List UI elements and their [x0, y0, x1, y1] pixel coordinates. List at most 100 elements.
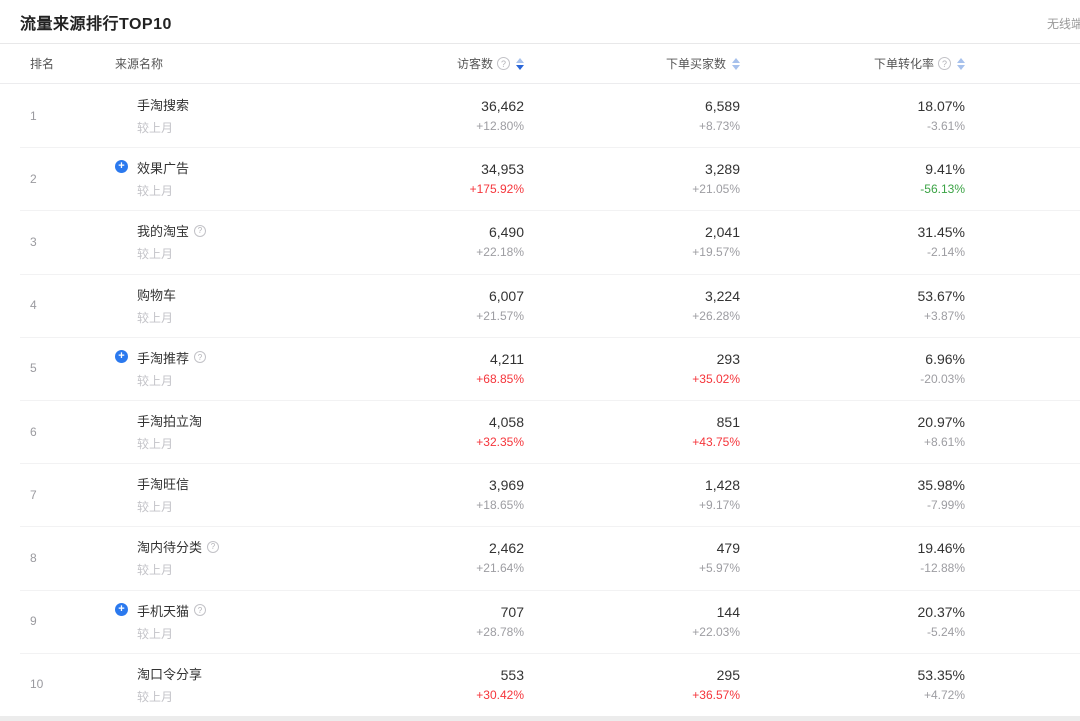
source-name[interactable]: 我的淘宝 — [137, 224, 190, 240]
source-name-line: 我的淘宝? — [137, 221, 314, 240]
buyers-change: +19.57% — [692, 245, 740, 260]
visitors-change: +22.18% — [476, 245, 524, 260]
column-header-rank-label: 排名 — [30, 57, 55, 71]
buyers-change: +43.75% — [692, 435, 740, 450]
sort-desc-icon[interactable] — [516, 64, 524, 70]
sort-asc-icon[interactable] — [516, 57, 524, 63]
conversion-value: 35.98% — [917, 477, 965, 494]
conversion-value: 53.35% — [917, 666, 965, 683]
conversion-value: 20.97% — [917, 414, 965, 431]
conversion-cell: 31.45% -2.14% — [740, 224, 965, 259]
source-name[interactable]: 手淘推荐 — [137, 350, 190, 366]
sort-control-visitors[interactable] — [516, 57, 524, 70]
source-cell: 我的淘宝? 较上月 — [115, 221, 314, 262]
source-name-line: 手淘旺信 — [137, 474, 314, 493]
buyers-cell: 295 +36.57% — [524, 667, 740, 702]
conversion-cell: 9.41% -56.13% — [740, 161, 965, 196]
help-icon[interactable]: ? — [194, 224, 207, 237]
sort-desc-icon[interactable] — [732, 64, 740, 70]
conversion-cell: 53.67% +3.87% — [740, 288, 965, 323]
conversion-change: -56.13% — [920, 182, 965, 197]
buyers-cell: 1,428 +9.17% — [524, 477, 740, 512]
visitors-change: +18.65% — [476, 498, 524, 513]
conversion-value: 20.37% — [917, 603, 965, 620]
help-icon[interactable]: ? — [497, 57, 510, 70]
source-name-line: 购物车 — [137, 285, 314, 304]
conversion-change: +3.87% — [923, 308, 965, 323]
buyers-cell: 293 +35.02% — [524, 351, 740, 386]
buyers-cell: 851 +43.75% — [524, 414, 740, 449]
visitors-cell: 4,058 +32.35% — [314, 414, 524, 449]
visitors-value: 3,969 — [488, 477, 524, 494]
page-title: 流量来源排行TOP10 — [20, 15, 172, 33]
conversion-value: 53.67% — [917, 287, 965, 304]
sort-control-buyers[interactable] — [732, 57, 740, 70]
visitors-cell: 707 +28.78% — [314, 604, 524, 639]
visitors-value: 4,058 — [488, 414, 524, 431]
buyers-change: +9.17% — [698, 498, 740, 513]
source-name[interactable]: 手淘拍立淘 — [137, 414, 203, 430]
help-icon[interactable]: ? — [194, 351, 207, 364]
sort-control-conversion[interactable] — [957, 57, 965, 70]
visitors-cell: 36,462 +12.80% — [314, 98, 524, 133]
source-name[interactable]: 手机天猫 — [137, 603, 190, 619]
buyers-value: 144 — [716, 603, 740, 620]
source-name[interactable]: 淘口令分享 — [137, 666, 203, 682]
help-icon[interactable]: ? — [207, 540, 220, 553]
buyers-value: 295 — [716, 666, 740, 683]
source-cell: + 效果广告 较上月 — [115, 158, 314, 199]
promoted-plus-icon: + — [115, 349, 128, 363]
conversion-cell: 20.37% -5.24% — [740, 604, 965, 639]
buyers-cell: 144 +22.03% — [524, 604, 740, 639]
help-icon[interactable]: ? — [194, 604, 207, 617]
visitors-change: +12.80% — [476, 119, 524, 134]
buyers-value: 1,428 — [704, 477, 740, 494]
wireless-tab-label[interactable]: 无线端 — [1047, 17, 1080, 31]
column-header-visitors-label: 访客数 — [456, 57, 493, 71]
column-header-buyers[interactable]: 下单买家数 — [524, 55, 740, 72]
visitors-value: 4,211 — [490, 350, 524, 367]
source-name[interactable]: 效果广告 — [137, 161, 190, 177]
conversion-value: 9.41% — [925, 161, 965, 178]
buyers-value: 479 — [716, 540, 740, 557]
column-header-visitors[interactable]: 访客数 ? — [314, 55, 524, 72]
conversion-change: -5.24% — [926, 624, 965, 639]
promoted-plus-icon: + — [115, 160, 128, 174]
rank-cell: 2 — [30, 171, 37, 186]
visitors-value: 6,490 — [488, 224, 524, 241]
compare-label: 较上月 — [137, 626, 174, 641]
sort-asc-icon[interactable] — [732, 57, 740, 63]
source-name[interactable]: 手淘搜索 — [137, 98, 190, 114]
source-cell: 淘口令分享 较上月 — [115, 664, 314, 705]
sort-asc-icon[interactable] — [957, 57, 965, 63]
help-icon[interactable]: ? — [938, 57, 951, 70]
compare-label: 较上月 — [137, 373, 174, 388]
rank-cell: 7 — [30, 487, 37, 502]
source-name[interactable]: 淘内待分类 — [137, 540, 203, 556]
visitors-change: +28.78% — [476, 624, 524, 639]
compare-label: 较上月 — [137, 500, 174, 515]
source-name-line: 淘口令分享 — [137, 664, 314, 683]
visitors-change: +68.85% — [476, 371, 524, 386]
source-name-line: 效果广告 — [137, 158, 314, 177]
table-row: 6 手淘拍立淘 较上月 4,058 +32.35% 851 +43.75% 20.97% +8.… — [0, 399, 1080, 463]
source-name[interactable]: 购物车 — [137, 287, 177, 303]
column-header-conversion[interactable]: 下单转化率 ? — [740, 55, 965, 72]
buyers-cell: 3,224 +26.28% — [524, 288, 740, 323]
visitors-value: 6,007 — [488, 287, 524, 304]
conversion-change: -7.99% — [926, 498, 965, 513]
visitors-cell: 3,969 +18.65% — [314, 477, 524, 512]
source-name[interactable]: 手淘旺信 — [137, 477, 190, 493]
panel-titlebar: 流量来源排行TOP10 无线端 — [0, 0, 1080, 44]
buyers-cell: 2,041 +19.57% — [524, 224, 740, 259]
rank-cell: 9 — [30, 614, 37, 629]
buyers-cell: 3,289 +21.05% — [524, 161, 740, 196]
conversion-cell: 53.35% +4.72% — [740, 667, 965, 702]
table-body: 1 手淘搜索 较上月 36,462 +12.80% 6,589 +8.73% 18.07% -3… — [0, 84, 1080, 716]
column-header-source: 来源名称 — [115, 55, 314, 72]
sort-desc-icon[interactable] — [957, 64, 965, 70]
table-row: 5 + 手淘推荐? 较上月 4,211 +68.85% 293 +35.02% 6.96% -20… — [0, 336, 1080, 400]
conversion-change: -3.61% — [926, 119, 965, 134]
buyers-change: +21.05% — [692, 182, 740, 197]
rank-cell: 5 — [30, 361, 37, 376]
